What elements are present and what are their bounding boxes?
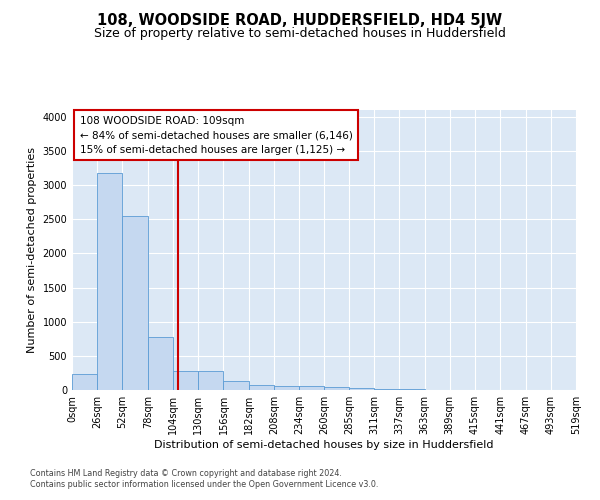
Bar <box>299 386 325 390</box>
Text: Contains public sector information licensed under the Open Government Licence v3: Contains public sector information licen… <box>30 480 379 489</box>
Text: Contains HM Land Registry data © Crown copyright and database right 2024.: Contains HM Land Registry data © Crown c… <box>30 468 342 477</box>
Bar <box>249 384 274 390</box>
X-axis label: Distribution of semi-detached houses by size in Huddersfield: Distribution of semi-detached houses by … <box>154 440 494 450</box>
Bar <box>325 388 349 390</box>
Bar <box>274 386 299 390</box>
Bar <box>148 336 173 390</box>
Bar <box>223 382 249 390</box>
Bar <box>72 374 97 390</box>
Y-axis label: Number of semi-detached properties: Number of semi-detached properties <box>27 147 37 353</box>
Text: 108, WOODSIDE ROAD, HUDDERSFIELD, HD4 5JW: 108, WOODSIDE ROAD, HUDDERSFIELD, HD4 5J… <box>97 12 503 28</box>
Bar <box>122 216 148 390</box>
Bar <box>349 388 374 390</box>
Bar <box>374 388 399 390</box>
Bar <box>97 173 122 390</box>
Text: Size of property relative to semi-detached houses in Huddersfield: Size of property relative to semi-detach… <box>94 28 506 40</box>
Bar <box>198 371 223 390</box>
Bar <box>173 370 198 390</box>
Text: 108 WOODSIDE ROAD: 109sqm
← 84% of semi-detached houses are smaller (6,146)
15% : 108 WOODSIDE ROAD: 109sqm ← 84% of semi-… <box>80 116 352 155</box>
